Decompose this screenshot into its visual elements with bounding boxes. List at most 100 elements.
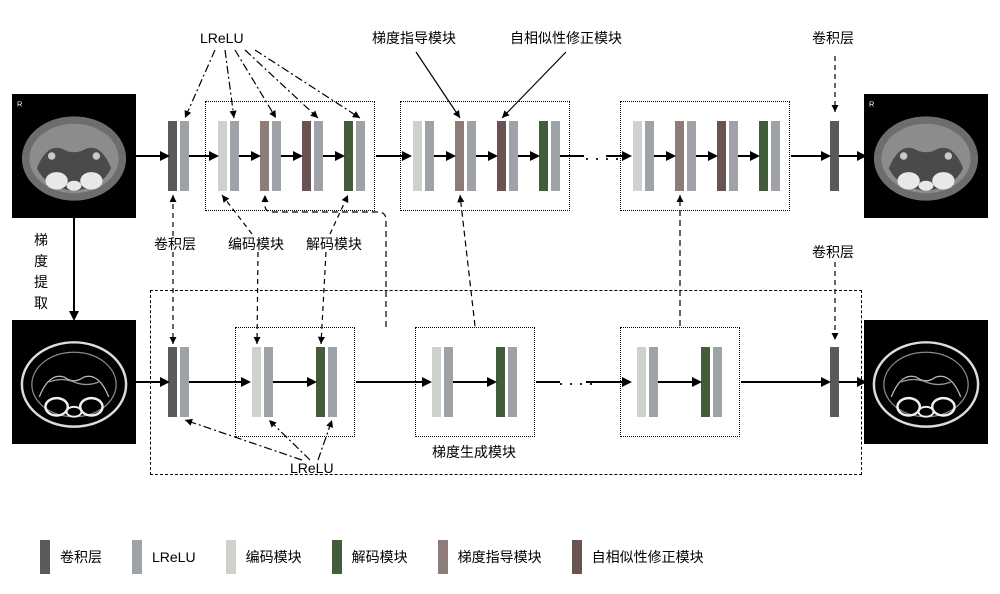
arrow-head-icon	[750, 151, 760, 161]
legend-swatch	[572, 540, 582, 574]
legend-item-conv: 卷积层	[40, 540, 102, 574]
arrow-head-icon	[307, 377, 317, 387]
bar-grad-guide	[455, 121, 464, 191]
label-grad-gen: 梯度生成模块	[432, 444, 516, 461]
arrow-head-icon	[821, 151, 831, 161]
flow-arrow	[791, 155, 825, 157]
bar-decode	[316, 347, 325, 417]
legend-item-decode: 解码模块	[332, 540, 408, 574]
output-gradient-image	[864, 320, 988, 444]
bar-lrelu	[264, 347, 273, 417]
output-ct-image: R	[864, 94, 988, 218]
ellipsis-icon: ····	[584, 148, 624, 169]
bar-lrelu	[713, 347, 722, 417]
bar-lrelu	[729, 121, 738, 191]
bar-lrelu	[467, 121, 476, 191]
arrow-head-icon	[446, 151, 456, 161]
gradient-svg	[864, 320, 988, 444]
ellipsis-icon: ····	[558, 373, 598, 394]
legend: 卷积层 LReLU 编码模块 解码模块 梯度指导模块 自相似性修正模块	[40, 540, 704, 574]
arrow-head-icon	[160, 377, 170, 387]
bar-lrelu	[180, 347, 189, 417]
bar-lrelu	[425, 121, 434, 191]
flow-arrow	[658, 381, 696, 383]
bar-encode	[432, 347, 441, 417]
legend-label: 解码模块	[352, 547, 408, 567]
legend-swatch	[132, 540, 142, 574]
bar-lrelu	[314, 121, 323, 191]
bar-lrelu	[687, 121, 696, 191]
legend-label: 编码模块	[246, 547, 302, 567]
bar-lrelu	[356, 121, 365, 191]
diagram-root: R R	[0, 0, 1000, 594]
bar-self-sim	[497, 121, 506, 191]
flow-arrow	[536, 381, 560, 383]
arrow-head-icon	[335, 151, 345, 161]
flow-arrow	[356, 381, 426, 383]
legend-swatch	[226, 540, 236, 574]
bar-grad-guide	[260, 121, 269, 191]
legend-item-self-sim: 自相似性修正模块	[572, 540, 704, 574]
arrow-head-icon	[530, 151, 540, 161]
label-lrelu-top: LReLU	[200, 30, 244, 47]
label-conv-mid-right: 卷积层	[812, 244, 854, 261]
bar-decode	[539, 121, 548, 191]
legend-swatch	[332, 540, 342, 574]
legend-swatch	[40, 540, 50, 574]
bar-lrelu	[509, 121, 518, 191]
arrow-head-icon	[241, 377, 251, 387]
flow-arrow	[560, 155, 584, 157]
arrow-head-icon	[857, 151, 867, 161]
bar-conv	[830, 347, 839, 417]
arrow-head-icon	[622, 151, 632, 161]
input-ct-image: R	[12, 94, 136, 218]
label-self-sim: 自相似性修正模块	[510, 30, 622, 47]
label-lrelu-bottom: LReLU	[290, 460, 334, 477]
bar-decode	[759, 121, 768, 191]
grad-extract-arrow	[73, 218, 75, 313]
gradient-svg	[12, 320, 136, 444]
bar-lrelu	[551, 121, 560, 191]
label-grad-extract: 梯度 提取	[32, 230, 50, 314]
label-conv-mid-left: 卷积层	[154, 236, 196, 253]
ct-scan-svg: R	[864, 94, 988, 218]
bar-grad-guide	[675, 121, 684, 191]
bar-lrelu	[508, 347, 517, 417]
svg-text:R: R	[17, 99, 23, 108]
bar-lrelu	[771, 121, 780, 191]
svg-text:R: R	[869, 99, 875, 108]
bar-lrelu	[328, 347, 337, 417]
arrow-head-icon	[402, 151, 412, 161]
flow-arrow	[453, 381, 491, 383]
arrow-head-icon	[622, 377, 632, 387]
arrow-head-icon	[708, 151, 718, 161]
bar-lrelu	[230, 121, 239, 191]
flow-arrow	[586, 381, 626, 383]
bar-encode	[252, 347, 261, 417]
label-grad-extract-2: 提取	[34, 274, 48, 311]
legend-item-grad-guide: 梯度指导模块	[438, 540, 542, 574]
bar-decode	[701, 347, 710, 417]
bar-self-sim	[717, 121, 726, 191]
legend-swatch	[438, 540, 448, 574]
bar-lrelu	[645, 121, 654, 191]
bar-lrelu	[180, 121, 189, 191]
arrow-head-icon	[160, 151, 170, 161]
arrow-head-icon	[821, 377, 831, 387]
flow-arrow	[741, 381, 825, 383]
arrow-head-icon	[666, 151, 676, 161]
legend-label: LReLU	[152, 549, 196, 565]
arrow-head-icon	[209, 151, 219, 161]
arrow-head-icon	[293, 151, 303, 161]
flow-arrow	[273, 381, 311, 383]
legend-item-lrelu: LReLU	[132, 540, 196, 574]
legend-label: 梯度指导模块	[458, 547, 542, 567]
arrow-head-icon	[251, 151, 261, 161]
label-encode: 编码模块	[228, 236, 284, 253]
bar-encode	[633, 121, 642, 191]
label-decode: 解码模块	[306, 236, 362, 253]
bar-self-sim	[302, 121, 311, 191]
bar-lrelu	[272, 121, 281, 191]
bar-encode	[413, 121, 422, 191]
arrow-head-icon	[488, 151, 498, 161]
